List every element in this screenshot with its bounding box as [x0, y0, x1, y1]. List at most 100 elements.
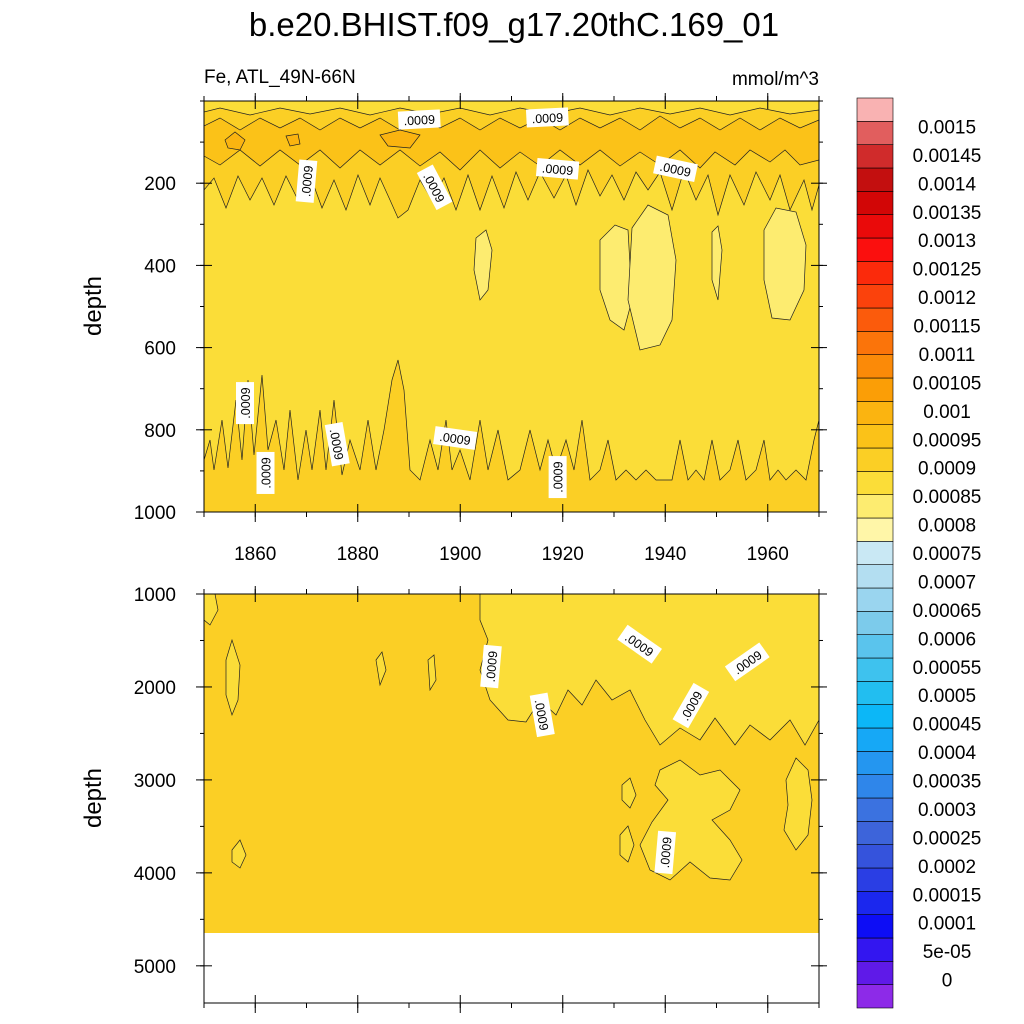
upper-region-0.001-a	[224, 131, 246, 151]
ytick-label: 1000	[134, 503, 176, 524]
colorbar-label: 0.00085	[913, 487, 982, 508]
colorbar-swatch	[856, 214, 894, 239]
contour-label: .0009	[256, 451, 275, 494]
contour-label-text: .0009	[439, 430, 472, 448]
xtick-label: 1940	[644, 544, 686, 565]
lower-ylabel: depth	[80, 768, 107, 828]
colorbar-swatch	[856, 261, 894, 285]
lower-region-0.00085-c	[783, 757, 813, 851]
colorbar-label: 0.0015	[918, 117, 976, 138]
colorbar-swatch	[856, 377, 894, 402]
contour-label: .0009	[324, 421, 350, 467]
colorbar-label: 0.0013	[918, 231, 976, 252]
colorbar-label: 0.00015	[913, 885, 982, 906]
contour-label-box	[295, 159, 318, 203]
colorbar-swatch	[856, 121, 894, 145]
contour-label-text: .0009	[552, 461, 566, 492]
colorbar-swatch	[856, 961, 894, 985]
colorbar-label: 0.00125	[913, 260, 982, 281]
colorbar-swatch	[856, 541, 894, 565]
contour-label: .0009	[295, 159, 318, 203]
colorbar-swatch	[856, 844, 894, 869]
contour-label-text: .0009	[484, 650, 501, 682]
contour-label-box	[653, 155, 698, 182]
colorbar-label: 0.0012	[918, 288, 976, 309]
contour-label-box	[416, 164, 453, 211]
colorbar-label: 0.001	[923, 402, 971, 423]
contour-label-box	[617, 624, 662, 664]
contour-label: .0009	[654, 830, 677, 875]
contour-label-box	[548, 456, 567, 499]
colorbar-swatch	[856, 307, 894, 332]
colorbar-swatch	[856, 587, 894, 612]
colorbar-label: 0.00045	[913, 715, 982, 736]
contour-label: .0009	[548, 456, 567, 499]
colorbar-label: 0.0014	[918, 174, 977, 195]
colorbar-label: 0.0011	[919, 345, 976, 366]
ytick-label: 5000	[134, 957, 176, 978]
colorbar-label: 0.0007	[918, 572, 976, 593]
chart-title: b.e20.BHIST.f09_g17.20thC.169_01	[249, 6, 779, 43]
colorbar-swatch	[856, 401, 894, 425]
upper-region-0.001-b	[379, 129, 421, 149]
contour-label: .0009	[433, 426, 478, 450]
colorbar-swatch	[856, 937, 894, 962]
upper-region-0.001-c	[285, 133, 301, 147]
colorbar-label: 0.00135	[913, 203, 982, 224]
colorbar-swatch	[856, 354, 894, 379]
colorbar-swatch	[856, 564, 894, 589]
contour-label-box	[529, 692, 555, 738]
contour-label-text: .0009	[531, 111, 563, 127]
xtick-label: 1960	[747, 544, 789, 565]
colorbar-swatch	[856, 984, 894, 1009]
colorbar-swatch	[856, 774, 894, 799]
colorbar-swatch	[856, 331, 894, 355]
contour-label-text: .0009	[541, 161, 573, 178]
upper-contour-labels: .0009 .0009 .0009 .0009 .0009 .0009 .0009 .0009…	[236, 107, 698, 499]
colorbar-swatch	[856, 447, 894, 472]
colorbar-label: 0.0005	[918, 686, 976, 707]
colorbar-label: 0	[942, 971, 953, 992]
contour-label: .0009	[535, 158, 580, 180]
lower-ticks: 1000 2000 3000 4000 5000	[134, 585, 827, 1013]
colorbar-swatch	[856, 97, 894, 122]
colorbar-swatch	[856, 634, 894, 659]
lower-region-0.00085-i	[427, 654, 437, 692]
colorbar-swatch	[856, 144, 894, 169]
colorbar-swatch	[856, 867, 894, 892]
colorbar-label: 5e-05	[923, 942, 972, 963]
colorbar-label: 0.0003	[918, 800, 976, 821]
lower-region-0.00085-g	[204, 594, 219, 626]
lower-no-data-area	[204, 933, 819, 1003]
lower-contour-labels: .0009.0009.0009.0009.0009.0009	[480, 624, 770, 875]
ytick-label: 2000	[134, 678, 176, 699]
lower-region-0.00085-h	[375, 651, 387, 687]
colorbar-swatch	[856, 657, 894, 682]
upper-ticks: 200 400 600 800 1000 1860 1880 1900 1920 1940 1960	[134, 93, 827, 565]
colorbar-label: 0.00035	[913, 772, 982, 793]
contour-label-box	[324, 421, 350, 467]
colorbar-label: 0.00065	[913, 601, 982, 622]
lower-region-0.00085-a	[479, 594, 819, 746]
lower-region-0.00085-f	[231, 839, 247, 869]
contour-label: .0009	[480, 644, 502, 689]
contour-label-text: .0009	[532, 698, 551, 731]
colorbar-swatch	[856, 727, 894, 752]
colorbar-label: 0.0004	[918, 743, 977, 764]
contour-label-box	[672, 682, 710, 729]
colorbar-label: 0.0002	[918, 857, 976, 878]
xtick-label: 1900	[439, 544, 481, 565]
contour-label-text: .0009	[239, 387, 253, 418]
colorbar-label: 0.0001	[918, 914, 976, 935]
upper-region-0.0008-e	[711, 225, 723, 301]
colorbar-label: 0.00115	[913, 317, 980, 338]
ytick-label: 1000	[134, 585, 176, 606]
contour-label-box	[397, 109, 441, 130]
contour-label: .0009	[529, 692, 555, 738]
contour-label-box	[256, 451, 275, 494]
contour-label: .0009	[397, 109, 441, 130]
colorbar-swatch	[856, 494, 894, 519]
colorbar-swatch	[856, 704, 894, 729]
